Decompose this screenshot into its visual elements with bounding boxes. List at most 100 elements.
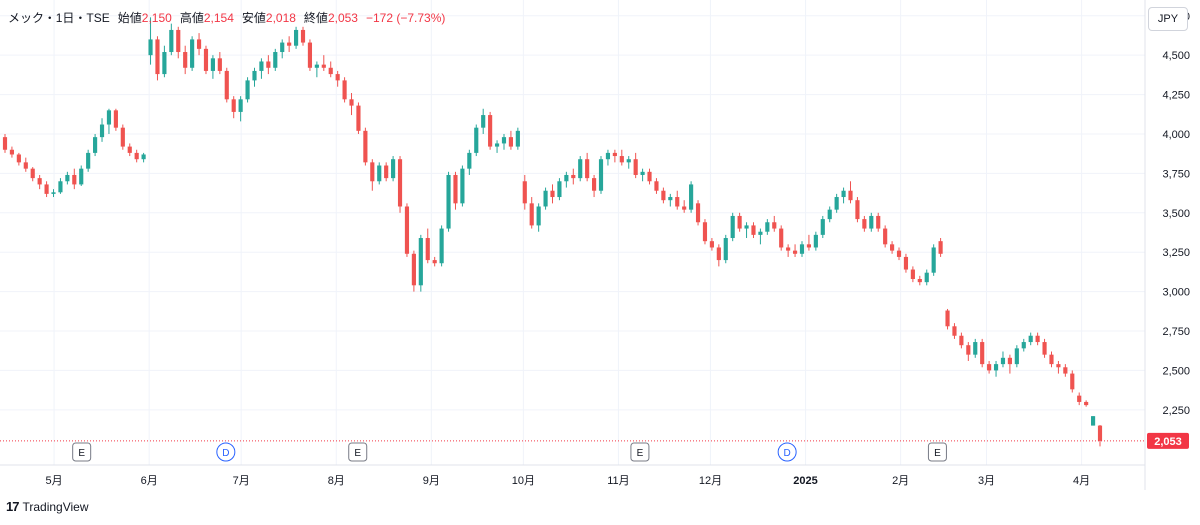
candle [307, 39, 313, 71]
y-tick-label: 2,750 [1162, 326, 1190, 338]
candle [293, 26, 299, 49]
candle-body [751, 225, 756, 235]
candle-body [1049, 354, 1054, 365]
candle-body [432, 260, 437, 264]
candle-body [903, 256, 909, 270]
candle [252, 67, 257, 87]
symbol-name[interactable]: メック・1日・TSE [8, 11, 110, 25]
earnings-marker[interactable]: E [630, 442, 650, 462]
candle [952, 323, 957, 339]
candle-body [973, 342, 978, 355]
candle [321, 55, 326, 71]
candle [619, 149, 624, 166]
candle-body [113, 110, 118, 128]
candle-body [446, 174, 451, 229]
candle [883, 225, 888, 248]
candle [543, 187, 548, 210]
candle-body [1084, 401, 1089, 406]
candle-body [876, 215, 881, 229]
candle [1021, 338, 1026, 352]
candle-body [467, 152, 472, 169]
currency-button[interactable]: JPY [1148, 7, 1188, 31]
candle-body [578, 159, 583, 179]
candle [217, 52, 222, 75]
tradingview-logo[interactable]: 17 TradingView [6, 499, 89, 514]
candle-body [536, 206, 541, 226]
candle-body [959, 335, 964, 346]
candle-body [515, 130, 520, 147]
candle-body [127, 146, 132, 153]
dividend-marker[interactable]: D [777, 442, 797, 462]
candle-body [702, 222, 708, 242]
candle-body [841, 190, 846, 198]
candle [72, 168, 77, 190]
candle-body [910, 269, 915, 279]
event-label: E [637, 448, 644, 459]
candle-body [619, 156, 624, 163]
candle [474, 124, 479, 157]
candle-body [141, 154, 146, 160]
candle [1077, 392, 1082, 406]
candle-body [786, 247, 791, 251]
candle [280, 39, 285, 59]
candle [592, 174, 597, 198]
candle [273, 48, 278, 71]
earnings-marker[interactable]: E [348, 442, 368, 462]
candle [744, 222, 749, 239]
candle-body [425, 238, 430, 261]
candle [529, 197, 534, 229]
candle [751, 222, 756, 239]
candle [820, 215, 825, 239]
candle [501, 133, 507, 150]
candle-body [162, 52, 167, 75]
candle-body [890, 244, 895, 251]
candle-body [557, 181, 562, 198]
candle [841, 187, 846, 204]
earnings-icon [348, 442, 368, 462]
y-tick-label: 2,250 [1162, 405, 1190, 417]
y-tick-label: 3,000 [1162, 287, 1190, 299]
candle-body [30, 168, 35, 179]
candle-body [217, 58, 222, 71]
candle [515, 127, 520, 150]
open-value: 2,150 [141, 11, 172, 25]
candle [287, 36, 292, 53]
earnings-marker[interactable]: E [72, 442, 92, 462]
open-label: 始値 [117, 11, 142, 25]
candle-body [51, 192, 56, 194]
candle-body [391, 159, 396, 179]
x-tick-label: 10月 [512, 475, 535, 487]
candle-body [709, 241, 714, 248]
candle [1007, 354, 1012, 374]
y-tick-label: 4,000 [1162, 129, 1190, 141]
candle [120, 124, 125, 150]
candle [1014, 345, 1019, 368]
candle [633, 152, 638, 179]
candle [259, 58, 264, 79]
candle-body [37, 178, 42, 185]
candle [314, 61, 319, 78]
candle-body [300, 29, 306, 43]
candle-body [363, 130, 368, 163]
candle-body [543, 190, 548, 207]
candle-body [474, 127, 479, 153]
candle [682, 200, 687, 213]
candle-body [668, 197, 673, 201]
candle-body [190, 39, 195, 68]
candle-body [307, 42, 313, 68]
candle [1097, 424, 1103, 447]
earnings-marker[interactable]: E [927, 442, 947, 462]
candle-body [779, 228, 784, 248]
x-tick-label: 4月 [1073, 475, 1090, 487]
candle-body [1042, 342, 1047, 355]
candle-body [238, 99, 243, 112]
candle [2, 133, 8, 153]
symbol-legend: メック・1日・TSE 始値 2,150 高値 2,154 安値 2,018 終値 2,0… [8, 9, 445, 26]
candle [931, 244, 936, 276]
dividend-marker[interactable]: D [216, 442, 236, 462]
candle-body [723, 238, 728, 261]
y-tick-label: 3,500 [1162, 208, 1190, 220]
candle-body [44, 184, 49, 194]
